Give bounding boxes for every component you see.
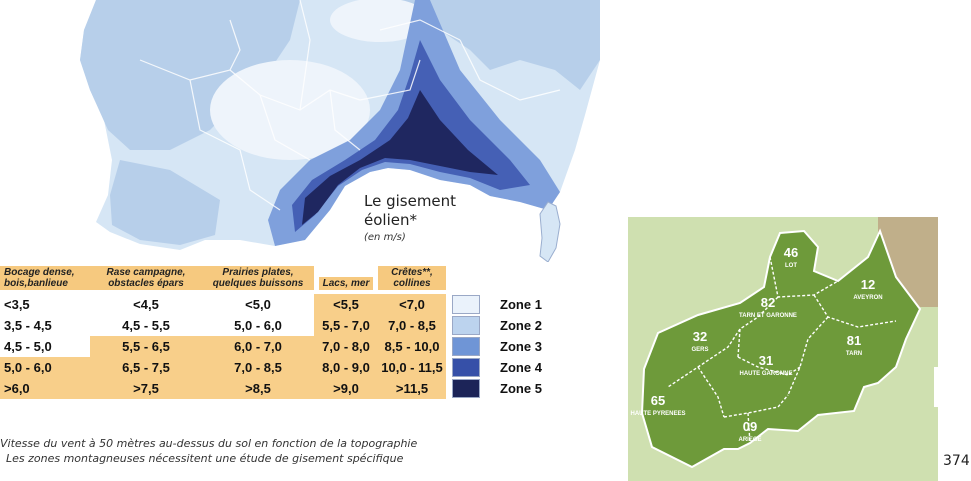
dept-num-31: 31 [759, 353, 773, 368]
table-header-row: Bocage dense, bois,banlieue Rase campagn… [0, 262, 556, 294]
cell-lacs: 7,0 - 8,0 [314, 336, 378, 357]
header-cretes: Crêtes**, collines [378, 262, 446, 294]
header-lacs: Lacs, mer [314, 262, 378, 294]
map-subtitle: (en m/s) [364, 232, 406, 243]
dept-num-32: 32 [693, 329, 707, 344]
zone-label: Zone 1 [500, 297, 542, 312]
cell-prairies: 6,0 - 7,0 [202, 336, 314, 357]
header-swatch [446, 262, 486, 294]
table-row: >6,0 >7,5 >8,5 >9,0 >11,5 Zone 5 [0, 378, 556, 399]
header-prairies: Prairies plates, quelques buissons [202, 262, 314, 294]
land-zone-5 [302, 90, 498, 225]
header-zone [486, 262, 556, 294]
footnote-mountains: Les zones montagneuses nécessitent une é… [6, 452, 404, 465]
zone-swatch [452, 358, 480, 377]
cell-prairies: <5,0 [202, 294, 314, 315]
header-rase-campagne: Rase campagne, obstacles épars [90, 262, 202, 294]
wind-figure: Le gisement éolien* (en m/s) Bocage dens… [0, 0, 600, 465]
dept-name-81: TARN [846, 351, 862, 357]
dept-name-09: ARIEGE [738, 437, 761, 443]
cell-cretes: 8,5 - 10,0 [378, 336, 446, 357]
dept-name-32: GERS [691, 347, 708, 353]
zone-label: Zone 5 [500, 381, 542, 396]
cell-rase-campagne: 6,5 - 7,5 [90, 357, 202, 378]
cell-bocage: <3,5 [0, 294, 90, 315]
zone-swatch [452, 316, 480, 335]
cell-bocage: 5,0 - 6,0 [0, 357, 90, 378]
dept-num-12: 12 [861, 277, 875, 292]
dept-name-82: TARN ET GARONNE [739, 313, 797, 319]
page-number: 374 [943, 453, 970, 469]
cell-cretes: >11,5 [378, 378, 446, 399]
table-row: 4,5 - 5,0 5,5 - 6,5 6,0 - 7,0 7,0 - 8,0 … [0, 336, 556, 357]
zone-label: Zone 4 [500, 360, 542, 375]
table-row: <3,5 <4,5 <5,0 <5,5 <7,0 Zone 1 [0, 294, 556, 315]
cell-rase-campagne: >7,5 [90, 378, 202, 399]
light-area [210, 60, 370, 160]
footnote-wind-height: Vitesse du vent à 50 mètres au-dessus du… [0, 437, 418, 450]
cell-rase-campagne: <4,5 [90, 294, 202, 315]
header-bocage: Bocage dense, bois,banlieue [0, 262, 90, 294]
cell-bocage: 3,5 - 4,5 [0, 315, 90, 336]
zone-label: Zone 2 [500, 318, 542, 333]
land-zone-2 [80, 0, 300, 150]
dept-num-46: 46 [784, 245, 798, 260]
table-row: 3,5 - 4,5 4,5 - 5,5 5,0 - 6,0 5,5 - 7,0 … [0, 315, 556, 336]
swatch-cell [446, 336, 486, 357]
zone-swatch [452, 295, 480, 314]
dept-num-81: 81 [847, 333, 861, 348]
swatch-cell [446, 315, 486, 336]
cell-prairies: 5,0 - 6,0 [202, 315, 314, 336]
cell-cretes: 10,0 - 11,5 [378, 357, 446, 378]
zone-swatch [452, 337, 480, 356]
cell-prairies: 7,0 - 8,5 [202, 357, 314, 378]
dept-num-09: 09 [743, 419, 757, 434]
zone-swatch [452, 379, 480, 398]
swatch-cell [446, 378, 486, 399]
dept-num-82: 82 [761, 295, 775, 310]
dept-name-31: HAUTE GARONNE [739, 371, 792, 377]
cell-lacs: 5,5 - 7,0 [314, 315, 378, 336]
cell-prairies: >8,5 [202, 378, 314, 399]
cell-bocage: 4,5 - 5,0 [0, 336, 90, 357]
region-shape [640, 228, 922, 469]
cell-lacs: <5,5 [314, 294, 378, 315]
cell-cretes: 7,0 - 8,5 [378, 315, 446, 336]
cell-rase-campagne: 4,5 - 5,5 [90, 315, 202, 336]
wind-speed-table: Bocage dense, bois,banlieue Rase campagn… [0, 262, 556, 399]
corsica-island [539, 201, 561, 262]
map-title: Le gisement éolien* [364, 192, 457, 229]
cell-cretes: <7,0 [378, 294, 446, 315]
dept-name-12: AVEYRON [853, 295, 882, 301]
dept-name-65: HAUTE PYRENEES [630, 411, 685, 417]
cell-lacs: 8,0 - 9,0 [314, 357, 378, 378]
swatch-cell [446, 294, 486, 315]
wind-map [0, 0, 600, 262]
swatch-cell [446, 357, 486, 378]
zone-label: Zone 3 [500, 339, 542, 354]
occitanie-map: 46 LOT 12 AVEYRON 82 TARN ET GARONNE 32 … [628, 217, 938, 481]
dept-name-46: LOT [785, 263, 797, 269]
table-row: 5,0 - 6,0 6,5 - 7,5 7,0 - 8,5 8,0 - 9,0 … [0, 357, 556, 378]
cell-rase-campagne: 5,5 - 6,5 [90, 336, 202, 357]
cell-lacs: >9,0 [314, 378, 378, 399]
cell-bocage: >6,0 [0, 378, 90, 399]
dept-num-65: 65 [651, 393, 665, 408]
